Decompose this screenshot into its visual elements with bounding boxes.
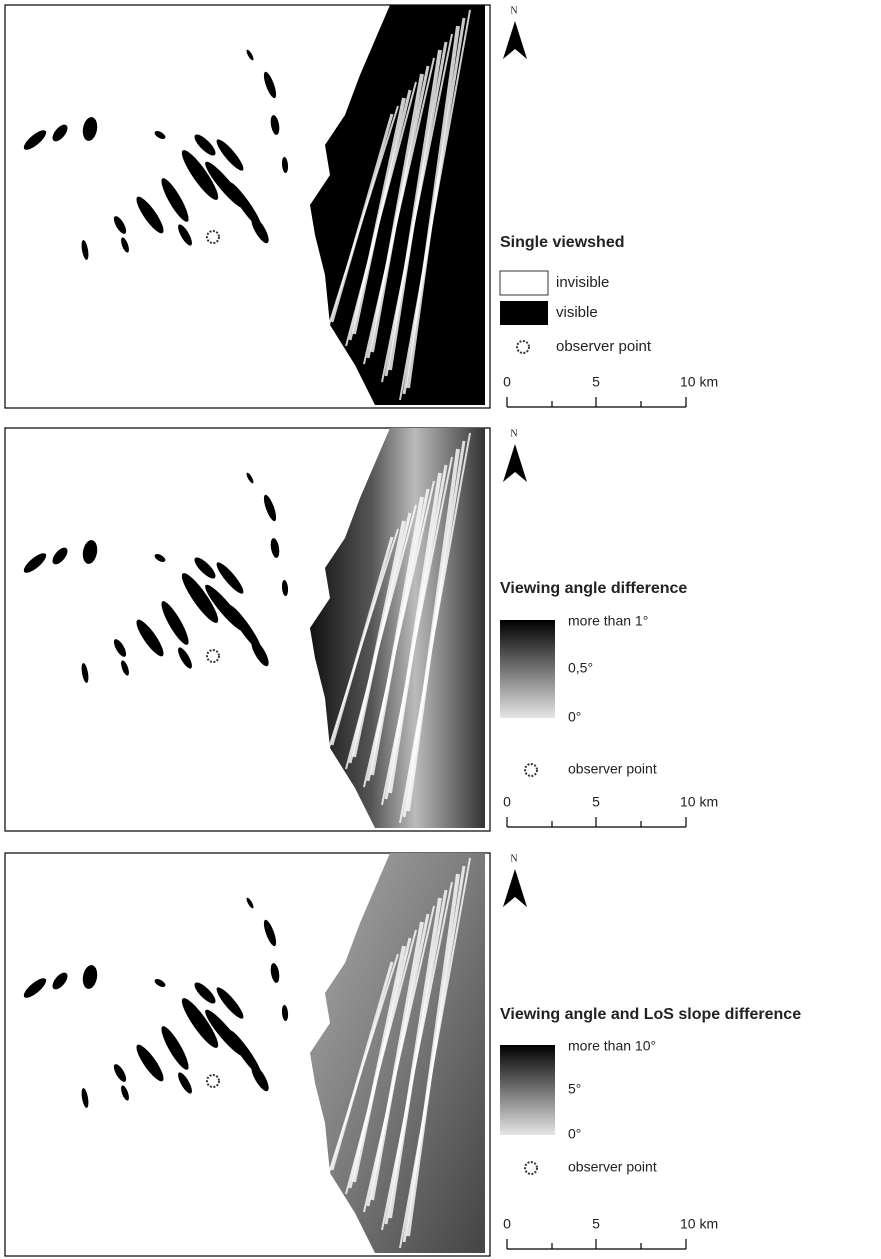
ramp-label: more than 10° — [568, 1038, 656, 1054]
legend-title: Viewing angle and LoS slope difference — [500, 1006, 801, 1023]
scale-label: 5 — [592, 794, 600, 810]
ramp-label: more than 1° — [568, 613, 648, 629]
figure: N Single viewshed invisible visible observer… — [0, 0, 881, 1259]
north-arrow — [503, 21, 527, 59]
legend-label: observer point — [556, 338, 652, 355]
legend-point-icon — [525, 1162, 537, 1174]
observer-point — [207, 650, 219, 662]
page: N Single viewshed invisible visible observer… — [0, 0, 881, 1259]
scale-label: 0 — [503, 794, 511, 810]
observer-point — [207, 1075, 219, 1087]
legend-title: Viewing angle difference — [500, 580, 687, 597]
observer-point — [207, 231, 219, 243]
north-arrow — [503, 869, 527, 907]
swatch-visible — [500, 301, 548, 325]
scale-label: 0 — [503, 374, 511, 390]
swatch-invisible — [500, 271, 548, 295]
north-label: N — [510, 5, 517, 16]
scale-label: 10 km — [680, 374, 718, 390]
legend-label: visible — [556, 304, 598, 321]
north-label: N — [510, 853, 517, 864]
color-ramp — [500, 1045, 555, 1135]
legend-point-icon — [525, 764, 537, 776]
scale-label: 5 — [592, 374, 600, 390]
legend-label: observer point — [568, 761, 657, 777]
panel: N Viewing angle and LoS slope difference m… — [5, 853, 801, 1256]
north-arrow — [503, 444, 527, 482]
legend-title: Single viewshed — [500, 234, 624, 251]
legend-label: invisible — [556, 274, 609, 291]
scale-label: 10 km — [680, 1216, 718, 1232]
ramp-label: 0,5° — [568, 660, 593, 676]
ramp-label: 5° — [568, 1081, 581, 1097]
scale-label: 5 — [592, 1216, 600, 1232]
legend-point-icon — [517, 341, 529, 353]
color-ramp — [500, 620, 555, 718]
panel: N Single viewshed invisible visible observer… — [5, 5, 718, 408]
ramp-label: 0° — [568, 709, 581, 725]
north-label: N — [510, 428, 517, 439]
scale-label: 0 — [503, 1216, 511, 1232]
legend-label: observer point — [568, 1159, 657, 1175]
scale-label: 10 km — [680, 794, 718, 810]
ramp-label: 0° — [568, 1126, 581, 1142]
panel: N Viewing angle difference more than 1° 0,5… — [5, 428, 718, 831]
